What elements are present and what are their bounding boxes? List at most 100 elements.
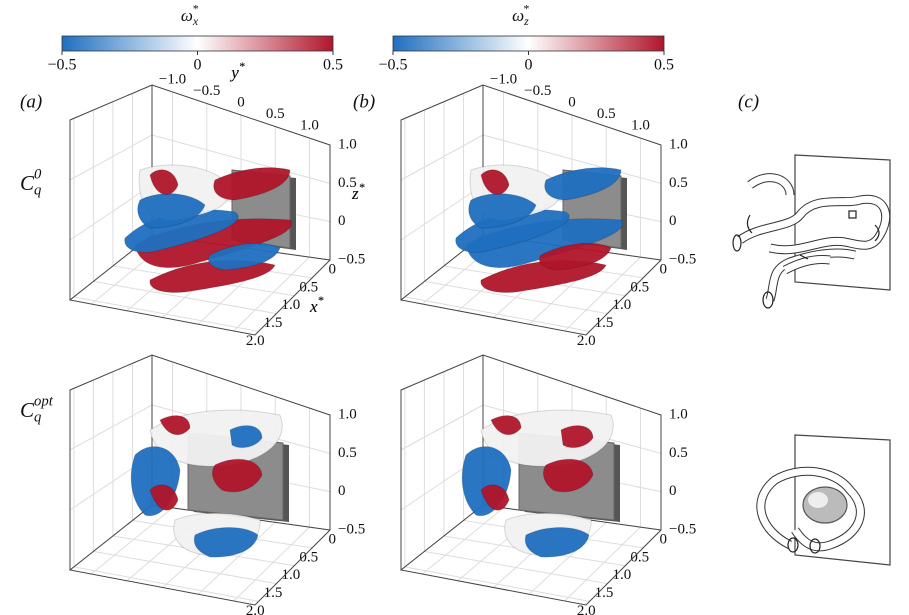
x-tick-label: 0.5 (630, 549, 649, 565)
colorbar (61, 35, 334, 52)
x-tick-label: 1.0 (613, 297, 632, 313)
x-tick-label: 2.0 (577, 603, 596, 615)
x-tick-label: 0 (660, 531, 668, 547)
superscript: opt (34, 394, 54, 410)
grid-line (91, 507, 173, 575)
grid-line (233, 256, 310, 332)
grid-line (93, 280, 277, 315)
grid-line (93, 550, 277, 585)
grid-line (69, 134, 153, 181)
isosurface (207, 242, 281, 271)
x-tick-label: 0.5 (630, 279, 649, 295)
z-tick-label: 1.0 (669, 406, 688, 422)
isosurface (524, 527, 590, 558)
superscript: * (239, 59, 245, 73)
superscript: * (523, 1, 529, 15)
y-tick-label: −0.5 (524, 83, 551, 99)
box-frame (68, 354, 331, 606)
axis-title: z* (351, 180, 365, 203)
grid-line (69, 184, 153, 241)
superscript: * (318, 293, 324, 307)
z-tick-label: 0.5 (669, 175, 688, 191)
grid-line (151, 134, 331, 184)
isosurface (544, 167, 622, 201)
z-tick-label: 0.5 (669, 445, 688, 461)
axis-title: y* (229, 59, 245, 82)
x-tick-label: 1.5 (264, 315, 283, 331)
grid-line (404, 296, 590, 332)
symbol: y (229, 63, 239, 82)
symbol: C (20, 398, 35, 422)
x-tick-label: 2.0 (246, 333, 265, 349)
axis-title: x* (309, 293, 324, 316)
grid-line (233, 526, 310, 602)
superscript: * (239, 59, 245, 73)
symbol: ω (512, 6, 524, 25)
z-tick-label: −0.5 (338, 521, 365, 537)
y-tick-label: 0.5 (266, 106, 285, 122)
symbol: z (351, 184, 359, 203)
symbol: y (229, 63, 239, 82)
grid-line (424, 550, 608, 585)
y-tick-label: −1.0 (490, 71, 517, 87)
x-tick-label: 1.0 (282, 297, 301, 313)
isosurface (211, 458, 263, 493)
symbol: z (351, 184, 359, 203)
subscript: x (192, 14, 199, 28)
axis-title: z* (351, 180, 365, 203)
isosurface (137, 193, 206, 229)
superscript: * (192, 1, 198, 15)
z-tick-label: 0.5 (338, 175, 357, 191)
isosurface (480, 484, 510, 511)
z-tick-label: −0.5 (669, 251, 696, 267)
y-tick-label: 1.0 (300, 118, 319, 134)
grid-line (73, 566, 259, 602)
schematic-top (732, 154, 891, 309)
subscript: q (34, 183, 41, 199)
isosurface (490, 415, 522, 436)
x-tick-label: 2.0 (246, 603, 265, 615)
x-tick-label: 1.5 (595, 315, 614, 331)
symbol: C (20, 171, 35, 195)
x-tick-label: 1.5 (264, 585, 283, 601)
z-tick-label: 0 (338, 483, 346, 499)
isosurface (480, 259, 607, 293)
z-tick-label: −0.5 (669, 521, 696, 537)
isosurface (229, 425, 263, 449)
grid-line (400, 184, 484, 241)
grid-line (73, 296, 259, 332)
x-tick-label: 1.0 (282, 567, 301, 583)
grid-line (422, 507, 504, 575)
grid-line (400, 404, 484, 451)
grid-line (424, 280, 608, 315)
axis-title: x* (309, 293, 324, 316)
box-frame (68, 84, 331, 336)
isosurface (149, 484, 179, 511)
isosurface (480, 169, 510, 195)
colorbar-tick-label: 0 (194, 57, 202, 74)
isosurface (542, 458, 594, 493)
symbol: ω (181, 6, 193, 25)
isosurface (538, 242, 612, 271)
colorbar-tick-label: 0.5 (654, 57, 674, 74)
z-tick-label: 0.5 (338, 445, 357, 461)
x-tick-label: 2.0 (577, 333, 596, 349)
box-frame (399, 354, 662, 606)
superscript: * (359, 180, 365, 194)
symbol: x (309, 297, 318, 316)
symbol: x (309, 297, 318, 316)
isosurface (159, 415, 191, 436)
isosurface (149, 169, 179, 195)
x-tick-label: 0 (660, 261, 668, 277)
panel-3d: −1.0−0.500.51.01.00.50−0.500.51.01.52.0 (68, 71, 365, 349)
isosurface (193, 527, 259, 558)
row-label: Cqopt (20, 394, 54, 426)
grid-line (197, 521, 276, 595)
panel-3d: −1.0−0.500.51.01.00.50−0.500.51.01.52.0 (399, 71, 696, 349)
colorbar-tick-label: 0.5 (323, 57, 343, 74)
isosurface (468, 193, 537, 229)
colorbar-tick-label: 0 (525, 57, 533, 74)
y-tick-label: 0.5 (597, 106, 616, 122)
subscript: q (34, 410, 41, 426)
